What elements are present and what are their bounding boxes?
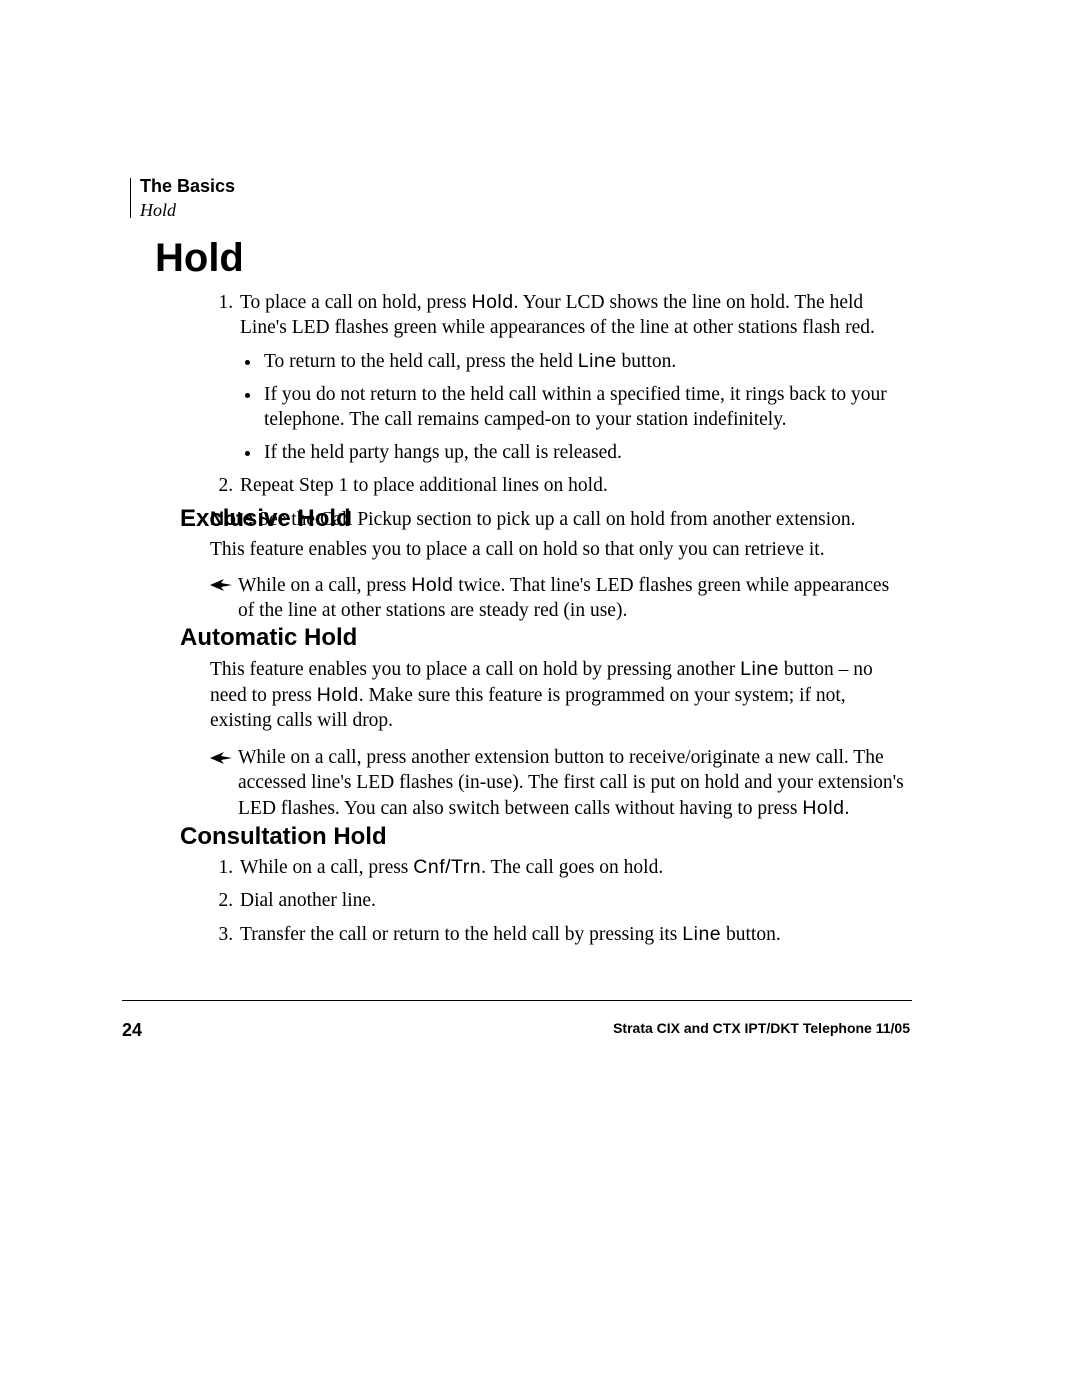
exclusive-p1: This feature enables you to place a call… [210,538,910,563]
automatic-body: This feature enables you to place a call… [210,657,910,832]
arrow-icon [210,751,232,765]
page-number: 24 [122,1020,142,1041]
heading-hold: Hold [155,236,244,281]
cnf-trn-button-label: Cnf/Trn [413,856,481,878]
exclusive-hold-section: Exclusive Hold [180,504,910,535]
chapter-title: The Basics [140,176,235,198]
consultation-hold-section: Consultation Hold [180,822,910,853]
hold-step-2: Repeat Step 1 to place additional lines … [238,474,910,499]
hold-body: To place a call on hold, press Hold. You… [210,290,910,533]
page: The Basics Hold Hold To place a call on … [0,0,1080,1397]
hold-button-label: Hold [317,684,359,706]
line-button-label: Line [578,350,617,372]
consult-step-2: Dial another line. [238,889,910,914]
header-rule [130,178,137,218]
section-sub: Hold [140,200,235,222]
text: To return to the held call, press the he… [264,351,578,372]
footer-rule [122,1000,912,1001]
consultation-steps: While on a call, press Cnf/Trn. The call… [210,855,910,948]
heading-exclusive-hold: Exclusive Hold [180,504,910,535]
automatic-p1: This feature enables you to place a call… [210,657,910,734]
text: . [844,798,849,819]
text: To place a call on hold, press [240,292,471,313]
heading-consultation-hold: Consultation Hold [180,822,910,853]
automatic-hold-section: Automatic Hold [180,623,910,654]
exclusive-body: This feature enables you to place a call… [210,538,910,634]
hold-step-1: To place a call on hold, press Hold. You… [238,290,910,466]
running-header: The Basics Hold [140,176,235,221]
text: Transfer the call or return to the held … [240,924,682,945]
hold-button-label: Hold [802,797,844,819]
hold-sub-bullets: To return to the held call, press the he… [240,349,910,466]
line-button-label: Line [740,658,779,680]
consultation-body: While on a call, press Cnf/Trn. The call… [210,855,910,956]
text: button. [617,351,677,372]
arrow-icon [210,578,232,592]
text: While on a call, press [240,857,413,878]
bullet-2: If you do not return to the held call wi… [262,383,910,433]
consult-step-1: While on a call, press Cnf/Trn. The call… [238,855,910,881]
text: . The call goes on hold. [481,857,663,878]
heading-automatic-hold: Automatic Hold [180,623,910,654]
bullet-1: To return to the held call, press the he… [262,349,910,375]
consult-step-3: Transfer the call or return to the held … [238,922,910,948]
exclusive-arrow-step: While on a call, press Hold twice. That … [210,573,910,624]
hold-steps: To place a call on hold, press Hold. You… [210,290,910,499]
footer-doc-title: Strata CIX and CTX IPT/DKT Telephone 11/… [360,1020,910,1036]
bullet-3: If the held party hangs up, the call is … [262,441,910,466]
text: While on a call, press [238,575,411,596]
text: This feature enables you to place a call… [210,659,740,680]
line-button-label: Line [682,923,721,945]
hold-button-label: Hold [471,291,513,313]
automatic-arrow-step: While on a call, press another extension… [210,746,910,822]
text: button. [721,924,781,945]
hold-button-label: Hold [411,574,453,596]
